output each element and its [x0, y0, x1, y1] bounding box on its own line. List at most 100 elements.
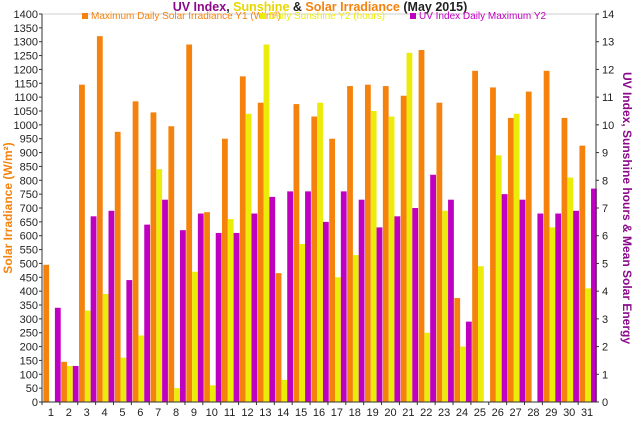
- series-2-bars: [66, 44, 592, 403]
- y2-tick-label: 2: [602, 342, 608, 354]
- bar-s2-day-30: [567, 177, 574, 402]
- bar-s2-day-5: [120, 357, 127, 402]
- bar-s3-day-12: [251, 213, 258, 402]
- y2-tick-label: 6: [602, 231, 608, 243]
- bar-s3-day-16: [322, 221, 329, 402]
- legend-swatch-2: [260, 13, 266, 19]
- bar-s1-day-18: [347, 86, 353, 402]
- bar-s2-day-12: [245, 113, 252, 403]
- y1-tick-label: 300: [20, 314, 38, 326]
- y1-tick-label: 600: [20, 231, 38, 243]
- x-tick-label: 19: [366, 407, 378, 419]
- y2-tick-label: 7: [602, 203, 608, 215]
- bar-s2-day-6: [138, 335, 145, 402]
- bar-s1-day-31: [579, 145, 586, 402]
- bar-s1-day-22: [418, 50, 425, 402]
- y1-tick-label: 750: [20, 189, 38, 201]
- x-tick-label: 17: [331, 407, 343, 419]
- x-tick-label: 1: [48, 407, 54, 419]
- bar-s1-day-19: [364, 84, 371, 403]
- y2-tick-label: 4: [602, 286, 608, 298]
- bar-s3-day-7: [162, 199, 168, 402]
- bar-s3-day-9: [197, 213, 204, 402]
- x-tick-label: 3: [84, 407, 90, 419]
- title-part-2: ,: [226, 0, 233, 14]
- series-3-bars: [54, 174, 597, 402]
- x-tick-label: 12: [241, 407, 253, 419]
- y2-tick-label: 1: [602, 369, 608, 381]
- bar-s3-day-22: [430, 174, 436, 402]
- bar-s2-day-8: [174, 388, 180, 402]
- y1-tick-label: 500: [20, 258, 38, 270]
- x-tick-label: 6: [137, 407, 143, 419]
- x-tick-label: 30: [563, 407, 575, 419]
- bar-s1-day-21: [400, 95, 407, 402]
- bar-s3-day-5: [126, 280, 133, 402]
- series-1-bars: [43, 36, 586, 403]
- x-tick-label: 10: [206, 407, 218, 419]
- bar-s1-day-1: [43, 264, 50, 402]
- bar-s2-day-21: [406, 52, 413, 403]
- y1-tick-label: 250: [20, 328, 38, 340]
- bar-s3-day-6: [144, 224, 151, 402]
- x-tick-label: 18: [349, 407, 361, 419]
- x-tick-label: 24: [456, 407, 468, 419]
- y1-tick-label: 1350: [14, 23, 38, 35]
- bar-s1-day-13: [257, 102, 264, 402]
- bar-s2-day-17: [335, 277, 341, 402]
- title-part-5: Solar Irradiance: [305, 0, 400, 14]
- bar-s3-day-20: [394, 216, 401, 402]
- bar-s2-day-7: [156, 169, 163, 402]
- y1-tick-label: 850: [20, 161, 38, 173]
- bar-s1-day-30: [561, 117, 568, 403]
- y2-tick-label: 10: [602, 120, 614, 132]
- bar-s3-day-26: [501, 194, 508, 402]
- bar-s1-day-29: [543, 70, 550, 402]
- bar-s2-day-27: [513, 113, 520, 403]
- y2-tick-label: 0: [602, 397, 608, 409]
- x-tick-label: 25: [474, 407, 486, 419]
- legend-swatch-3: [410, 13, 416, 19]
- y1-tick-label: 50: [26, 383, 38, 395]
- x-tick-label: 31: [581, 407, 593, 419]
- bar-s3-day-29: [555, 213, 562, 402]
- y1-tick-label: 550: [20, 245, 38, 257]
- y1-tick-label: 200: [20, 342, 38, 354]
- bar-s1-day-20: [382, 86, 389, 402]
- x-tick-label: 5: [119, 407, 125, 419]
- bar-s1-day-6: [132, 101, 139, 403]
- bar-s2-day-10: [209, 385, 216, 402]
- x-tick-label: 14: [277, 407, 289, 419]
- bar-s3-day-30: [573, 210, 579, 402]
- y1-tick-label: 900: [20, 148, 38, 160]
- x-tick-label: 9: [191, 407, 197, 419]
- bar-s2-day-13: [263, 44, 270, 403]
- bar-s3-day-11: [233, 232, 240, 402]
- bar-s1-day-12: [239, 76, 246, 403]
- bar-s1-day-17: [329, 138, 336, 402]
- legend-label-1: Maximum Daily Solar Irradiance Y1 (W/m²): [91, 11, 281, 22]
- y2-tick-label: 12: [602, 64, 614, 76]
- y1-tick-label: 1050: [14, 106, 38, 118]
- bar-s2-day-9: [192, 271, 198, 402]
- y1-tick-label: 1400: [14, 9, 38, 21]
- bar-s2-day-24: [460, 346, 466, 402]
- legend-label-3: UV Index Daily Maximum Y2: [419, 11, 547, 22]
- bar-s3-day-18: [358, 199, 365, 402]
- x-tick-label: 11: [224, 407, 235, 419]
- bar-s1-day-26: [490, 87, 496, 402]
- bar-s3-day-2: [72, 365, 79, 402]
- y1-tick-label: 650: [20, 217, 38, 229]
- y1-tick-label: 700: [20, 203, 38, 215]
- y2-tick-label: 9: [602, 148, 608, 160]
- x-tick-label: 20: [384, 407, 396, 419]
- bar-s1-day-16: [311, 116, 318, 402]
- bar-s1-day-15: [293, 104, 300, 402]
- bar-s2-day-4: [102, 293, 109, 402]
- bar-s2-day-29: [549, 227, 556, 402]
- bar-s2-day-11: [227, 219, 234, 402]
- bar-s2-day-14: [281, 379, 288, 402]
- bar-s3-day-21: [412, 208, 419, 402]
- y1-tick-label: 100: [20, 369, 38, 381]
